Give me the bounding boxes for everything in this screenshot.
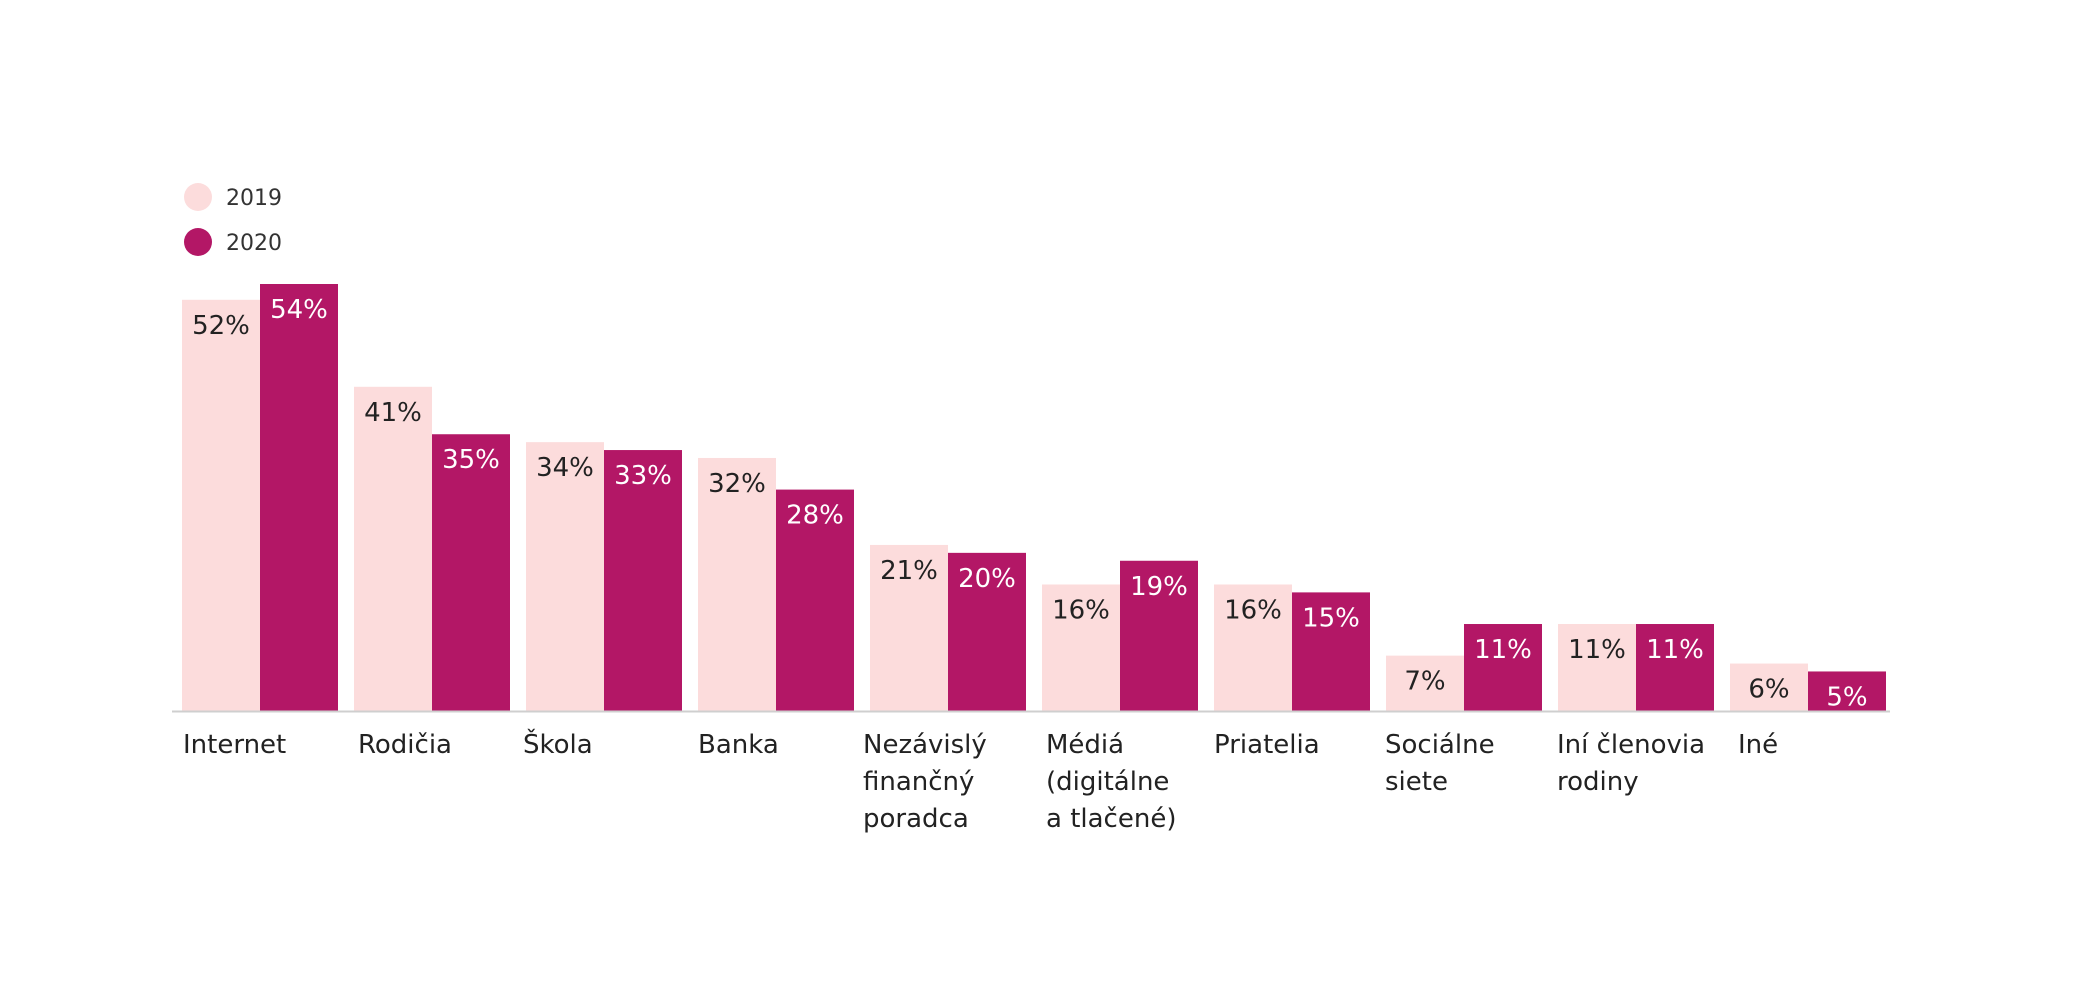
bar-group: 21% 20% [870,544,1026,711]
category-label-line: Médiá [1046,730,1124,760]
bar-group: 16% 19% [1042,560,1198,711]
bar-group: 7% 11% [1386,624,1542,711]
category-label-line: finančný [863,767,974,797]
data-label: 5% [1826,682,1867,712]
category-label-line: Iní členovia [1557,730,1705,760]
data-label: 11% [1568,635,1626,665]
category-label: Internet [183,730,286,760]
data-label: 11% [1474,635,1532,665]
bar [1386,655,1464,711]
data-label: 6% [1748,675,1789,705]
category-label-line: Nezávislý [863,730,987,760]
bar [1464,624,1542,711]
data-label: 7% [1404,667,1445,697]
category-label-line: (digitálne [1046,767,1169,797]
data-label: 35% [442,445,500,475]
data-label: 16% [1224,595,1282,625]
bar-group: 41% 35% [354,386,510,711]
bar [776,489,854,711]
category-label: Iné [1738,730,1778,760]
category-label-line: a tlačené) [1046,804,1176,834]
data-label: 32% [708,469,766,499]
bar-group: 16% 15% [1214,584,1370,711]
data-label: 33% [614,461,672,491]
legend-label: 2020 [226,231,282,256]
data-label: 15% [1302,603,1360,633]
bar [1292,592,1370,711]
category-label-line: poradca [863,804,969,834]
data-label: 20% [958,564,1016,594]
bar [260,284,338,711]
category-label: Rodičia [358,730,452,760]
category-label-line: Priatelia [1214,730,1320,760]
category-label-line: Škola [523,728,593,760]
bar [1808,671,1886,711]
bar-group: 52% 54% [182,284,338,711]
data-label: 52% [192,311,250,341]
data-label: 41% [364,398,422,428]
bar [432,434,510,711]
category-label: Banka [698,730,779,760]
bar [1214,584,1292,711]
data-label: 11% [1646,635,1704,665]
category-label: Iní členovia rodiny [1557,730,1705,797]
bar [1042,584,1120,711]
category-label-line: Banka [698,730,779,760]
bar [1730,663,1808,711]
bar-group: 34% 33% [526,442,682,711]
data-label: 28% [786,501,844,531]
category-label-line: siete [1385,767,1448,797]
bar [526,442,604,711]
category-label: Médiá (digitálne a tlačené) [1046,730,1176,834]
bar [182,299,260,711]
bar-group: 6% 5% [1730,663,1886,712]
bar-group: 11% 11% [1558,624,1714,711]
legend-label: 2019 [226,186,282,211]
bar [870,544,948,711]
bar [698,457,776,711]
data-label: 34% [536,453,594,483]
category-label: Priatelia [1214,730,1320,760]
bar [948,552,1026,711]
category-label: Sociálne siete [1385,730,1495,797]
bar-group: 32% 28% [698,457,854,711]
legend-swatch [184,183,212,211]
data-label: 16% [1052,595,1110,625]
category-label-line: rodiny [1557,767,1639,797]
bar [1636,624,1714,711]
category-label-line: Rodičia [358,730,452,760]
bar [354,386,432,711]
category-label: Škola [523,728,593,760]
category-label: Nezávislý finančný poradca [863,730,987,834]
category-label-line: Iné [1738,730,1778,760]
data-label: 21% [880,556,938,586]
legend-swatch [184,228,212,256]
data-label: 19% [1130,572,1188,602]
legend-item: 2020 [184,228,282,256]
category-label-line: Internet [183,730,286,760]
category-label-line: Sociálne [1385,730,1495,760]
data-label: 54% [270,295,328,325]
bar [1558,624,1636,711]
bar [604,450,682,711]
legend-item: 2019 [184,183,282,211]
bar [1120,560,1198,711]
